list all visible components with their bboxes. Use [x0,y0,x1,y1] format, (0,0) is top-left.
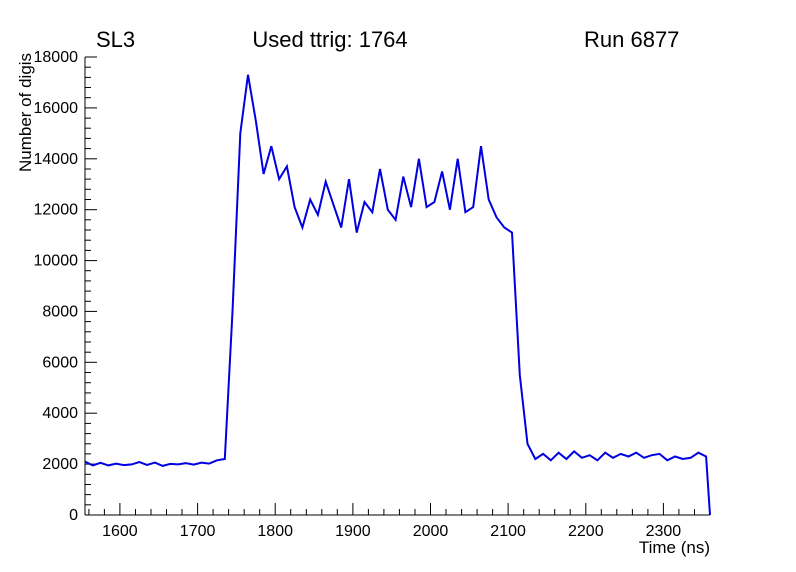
y-tick-label: 10000 [34,253,79,270]
y-tick-label: 4000 [42,405,78,422]
x-tick-label: 2200 [568,523,604,540]
x-tick-label: 1600 [102,523,138,540]
y-tick-label: 8000 [42,303,78,320]
y-tick-label: 14000 [34,151,79,168]
x-tick-label: 1900 [335,523,371,540]
used-ttrig-label: Used ttrig: 1764 [252,27,408,52]
y-tick-label: 0 [69,507,78,524]
x-tick-label: 2300 [646,523,682,540]
y-tick-label: 12000 [34,202,79,219]
x-tick-label: 1800 [257,523,293,540]
y-tick-label: 2000 [42,456,78,473]
y-tick-label: 6000 [42,354,78,371]
digi-time-distribution-line [84,74,711,516]
x-tick-label: 2000 [413,523,449,540]
y-axis-title: Number of digis [16,52,35,172]
y-tick-label: 18000 [34,49,79,66]
y-tick-label: 16000 [34,100,79,117]
x-tick-label: 1700 [180,523,216,540]
x-tick-label: 2100 [490,523,526,540]
superlayer-label: SL3 [96,27,136,52]
x-axis-title: Time (ns) [638,538,710,557]
run-number-label: Run 6877 [584,27,680,52]
